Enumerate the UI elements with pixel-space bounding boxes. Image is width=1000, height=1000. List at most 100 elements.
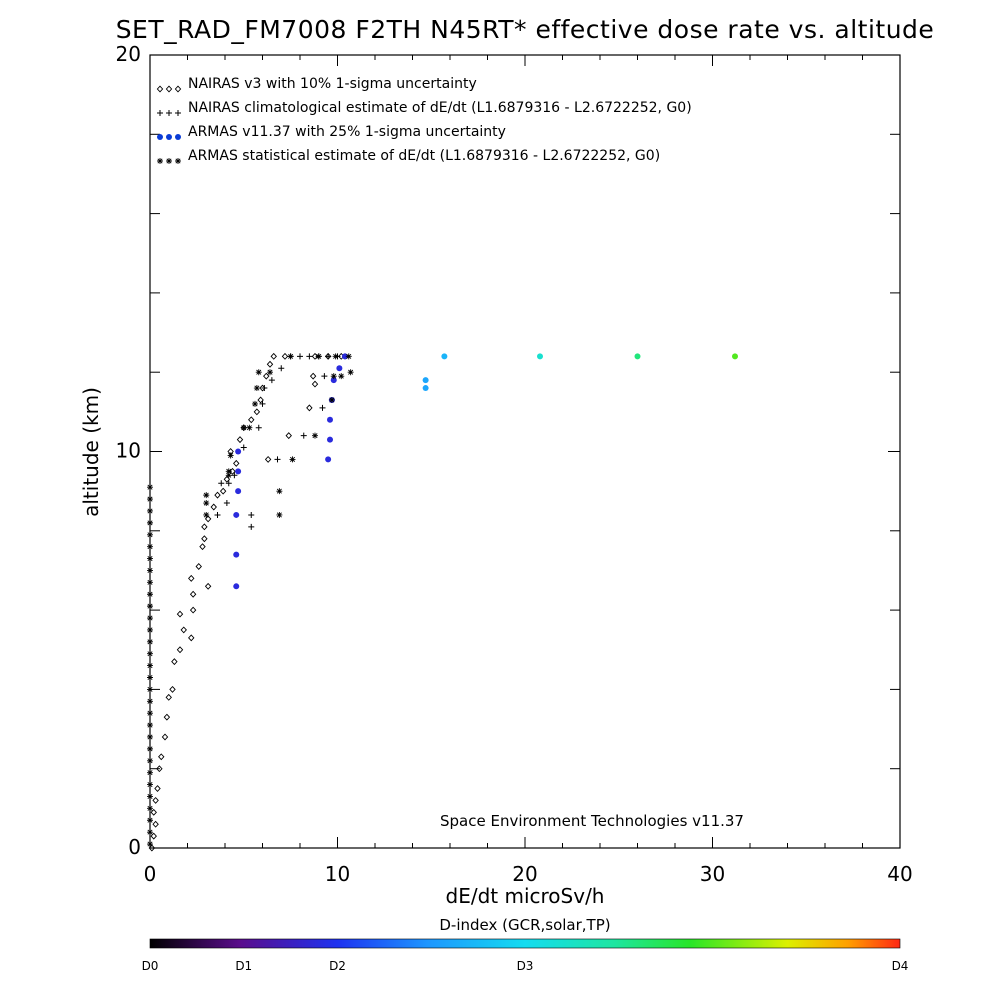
plus-point [278, 365, 285, 372]
asterisk-point [203, 500, 210, 507]
y-tick-label: 20 [116, 42, 141, 66]
diamond-point [248, 416, 255, 424]
colorbar-label: D1 [235, 959, 252, 973]
dot-point [342, 353, 348, 360]
dot-point [634, 353, 641, 360]
colorbar-labels: D0 D1 D2 D3 D4 [142, 959, 909, 973]
colorbar-label: D2 [329, 959, 346, 973]
asterisk-point [255, 369, 262, 376]
asterisk-point [147, 805, 153, 812]
asterisk-point [147, 710, 153, 717]
plus-point [218, 480, 225, 487]
diamond-point [264, 455, 272, 463]
diamond-point [152, 820, 159, 828]
plus-point [300, 432, 307, 439]
legend: NAIRAS v3 with 10% 1-sigma uncertainty NA… [156, 76, 692, 164]
diamond-point [204, 582, 212, 590]
legend-marker [175, 134, 181, 140]
asterisk-point [147, 507, 153, 514]
dot-point [537, 353, 543, 360]
asterisk-point [147, 769, 153, 776]
legend-entry: NAIRAS climatological estimate of dE/dt … [157, 100, 692, 116]
colorbar [149, 938, 901, 949]
plus-point [259, 400, 266, 407]
asterisk-point [338, 373, 345, 380]
asterisk-point [147, 841, 153, 848]
asterisk-point [147, 626, 153, 633]
dot-point [325, 456, 332, 463]
series-asterisk [147, 353, 354, 848]
dot-point [233, 511, 240, 518]
asterisk-point [227, 452, 234, 459]
plus-point [274, 456, 281, 463]
diamond-point [281, 352, 289, 360]
asterisk-point [147, 519, 153, 526]
x-tick-label: 10 [325, 862, 350, 886]
diamond-point [285, 432, 292, 440]
asterisk-point [332, 353, 339, 360]
asterisk-point [289, 456, 296, 463]
diamond-point [169, 685, 176, 693]
diamond-point [189, 590, 197, 598]
credit-label: Space Environment Technologies v11.37 [440, 812, 744, 830]
asterisk-point [147, 603, 153, 610]
diamond-point [150, 832, 157, 840]
asterisk-point [252, 400, 258, 407]
asterisk-point [147, 579, 153, 586]
legend-marker [157, 134, 163, 140]
legend-marker [156, 85, 164, 93]
y-tick-label: 10 [116, 439, 141, 463]
diamond-point [201, 535, 208, 543]
series-diamond [148, 352, 345, 852]
asterisk-point [147, 638, 153, 645]
plus-point [268, 377, 275, 384]
legend-marker [166, 110, 172, 116]
dot-point [732, 353, 738, 360]
asterisk-point [147, 591, 153, 598]
diamond-point [161, 733, 169, 741]
tick-labels: 0 10 20 30 40 0 10 20 [116, 42, 913, 886]
asterisk-point [147, 829, 153, 836]
diamond-point [306, 404, 313, 412]
asterisk-point [147, 543, 153, 550]
plus-point [261, 385, 268, 392]
dot-point [441, 353, 448, 360]
asterisk-point [203, 492, 210, 499]
diamond-point [156, 765, 163, 773]
asterisk-point [147, 817, 153, 824]
colorbar-label: D4 [892, 959, 909, 973]
asterisk-point [253, 385, 260, 392]
asterisk-point [147, 662, 153, 669]
plus-point [319, 404, 326, 411]
diamond-point [309, 372, 317, 380]
legend-entry: ARMAS statistical estimate of dE/dt (L1.… [157, 148, 660, 164]
dot-point [336, 365, 343, 372]
diamond-point [253, 408, 261, 416]
diamond-point [257, 396, 264, 404]
asterisk-point [287, 353, 294, 360]
asterisk-point [147, 722, 153, 729]
legend-entry: ARMAS v11.37 with 25% 1-sigma uncertaint… [157, 124, 506, 140]
diamond-point [311, 352, 319, 360]
diamond-point [165, 693, 172, 701]
colorbar-label: D0 [142, 959, 159, 973]
asterisk-point [328, 396, 335, 403]
asterisk-point [312, 432, 318, 439]
legend-marker [175, 158, 181, 164]
legend-marker [175, 110, 181, 116]
x-tick-label: 20 [512, 862, 537, 886]
asterisk-point [147, 650, 153, 657]
plus-point [240, 444, 247, 451]
asterisk-point [147, 686, 153, 693]
diamond-point [195, 563, 202, 570]
diamond-point [311, 380, 319, 388]
diamond-point [219, 487, 227, 495]
asterisk-point [240, 424, 247, 431]
diamond-point [188, 574, 195, 582]
plus-point [306, 353, 313, 360]
dot-point [233, 551, 240, 558]
diamond-point [266, 360, 274, 368]
plus-point [231, 472, 238, 479]
diamond-point [236, 436, 244, 444]
